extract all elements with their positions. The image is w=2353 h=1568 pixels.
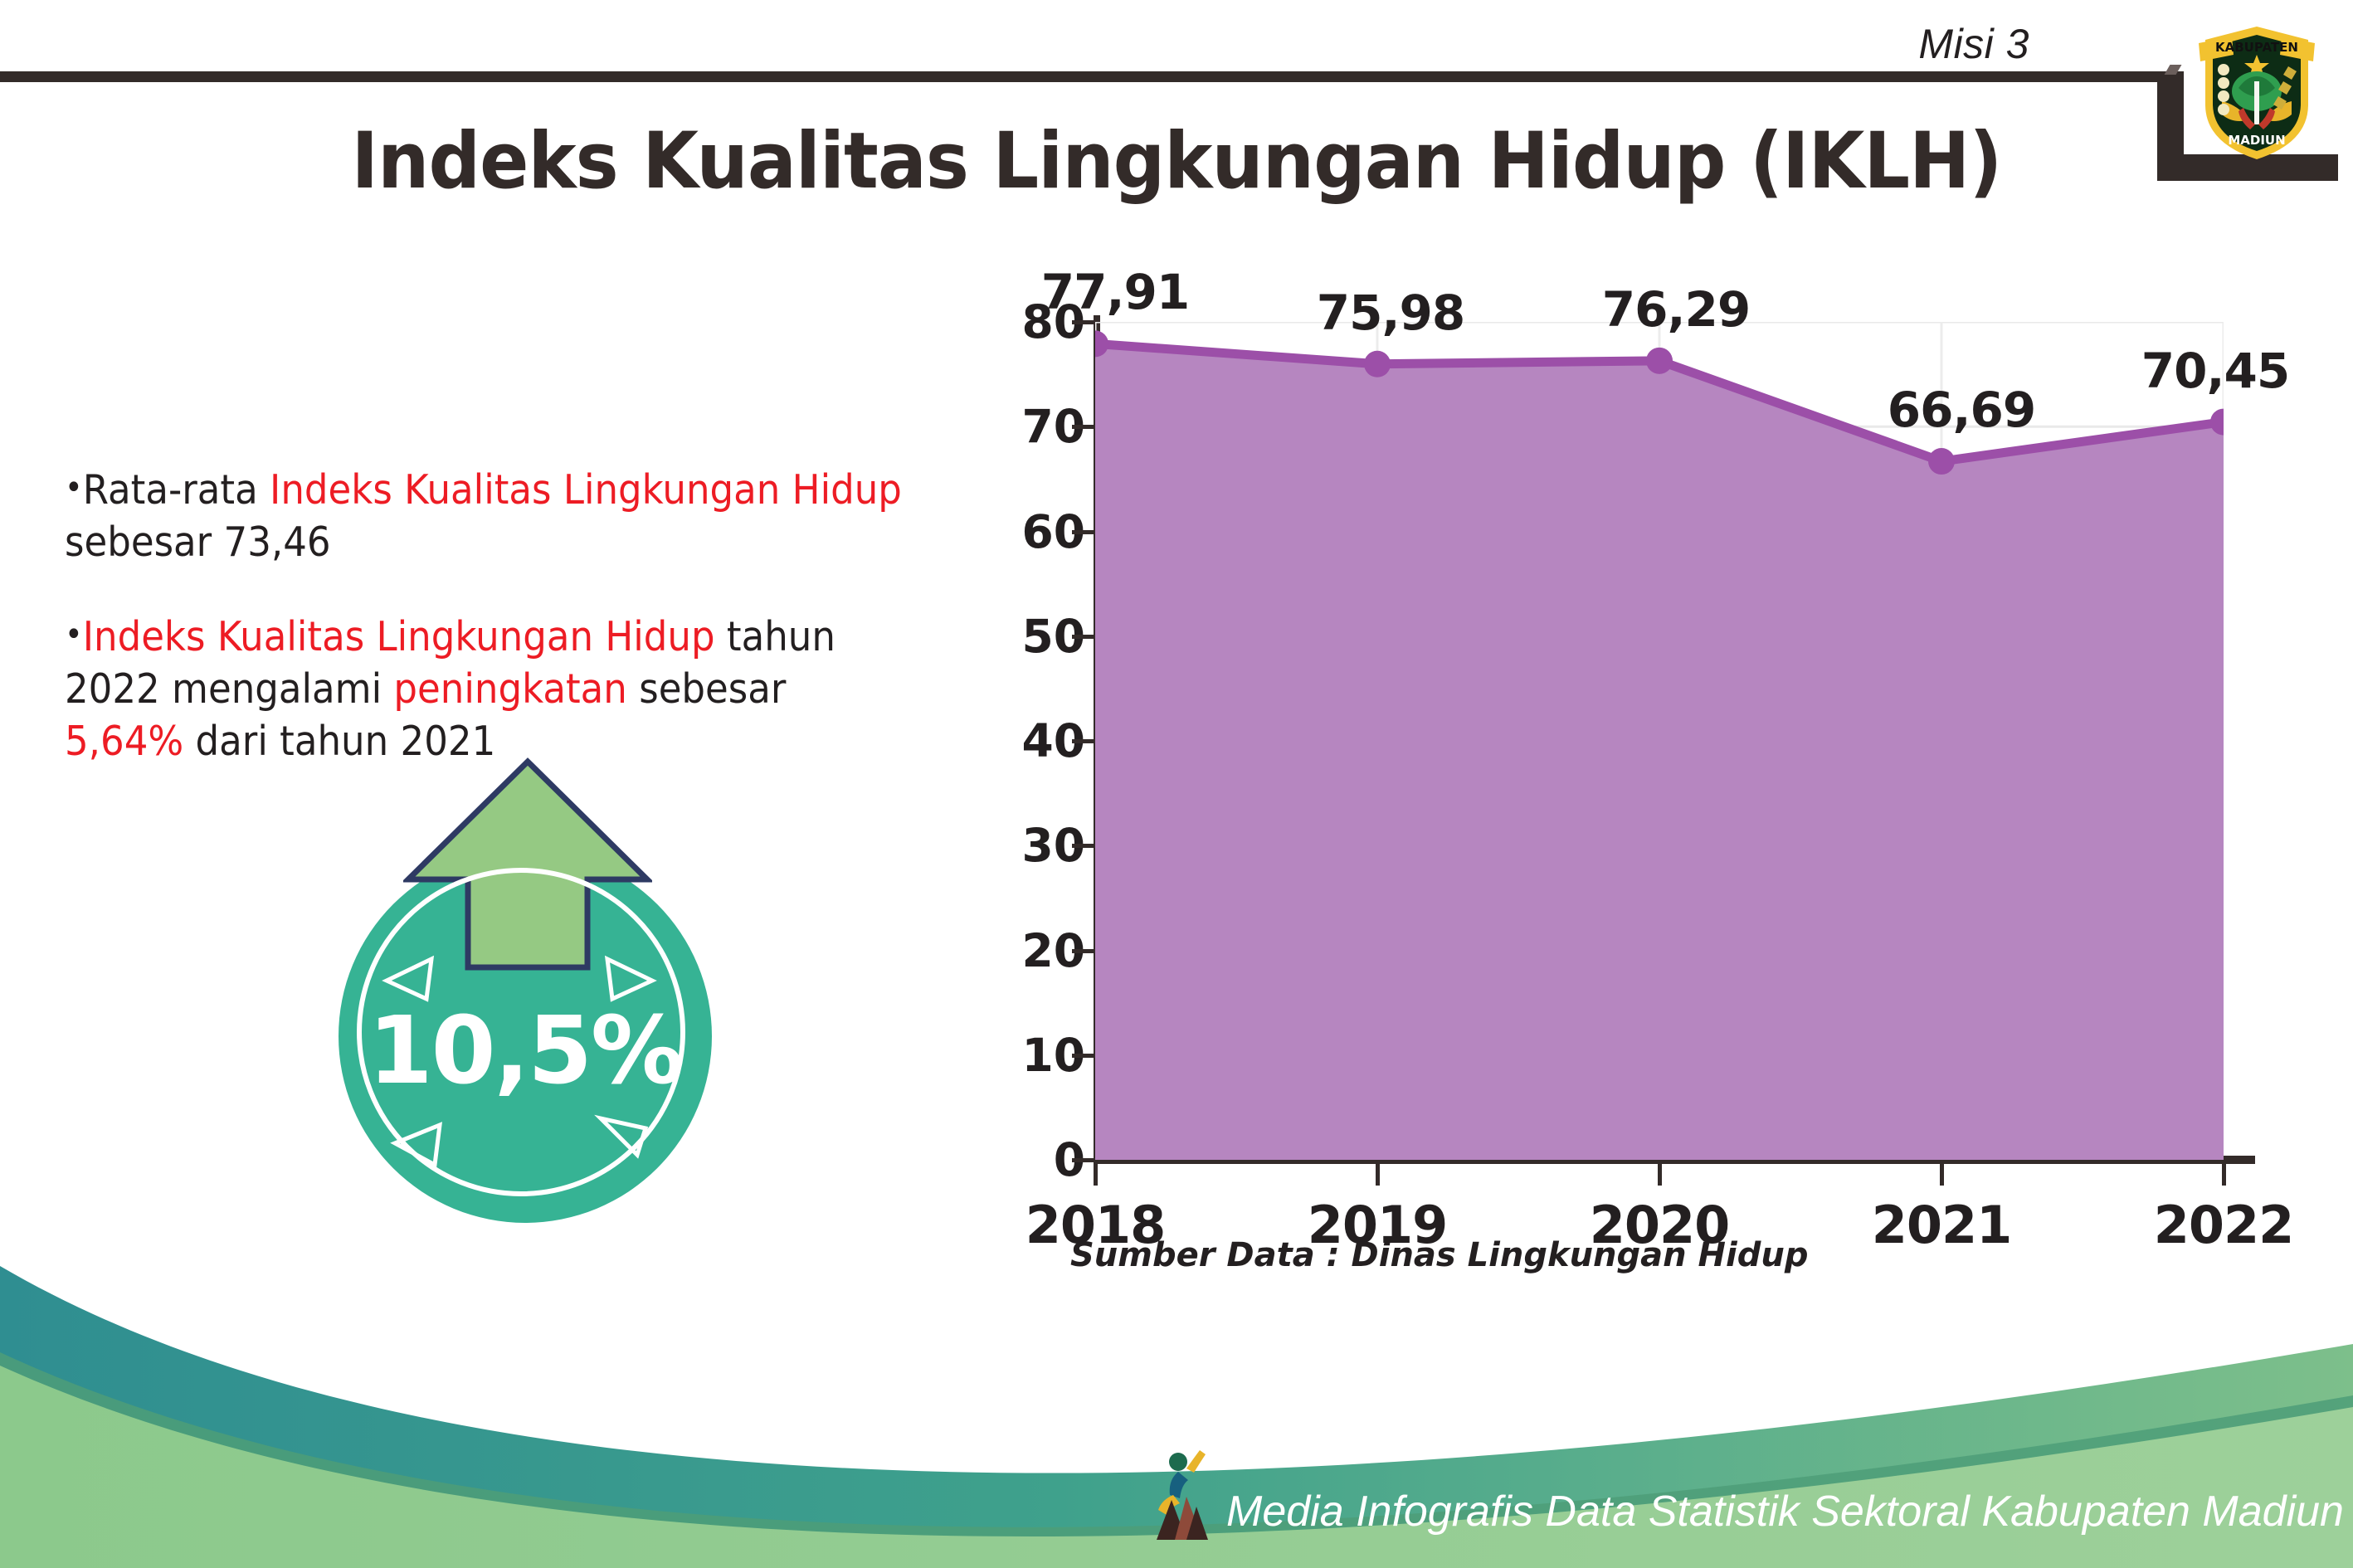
- x-axis-tick-label: 2020: [1589, 1195, 1731, 1255]
- data-point-marker: [1646, 347, 1673, 374]
- x-axis-tick-label: 2018: [1025, 1195, 1167, 1255]
- badge-ring: [357, 868, 685, 1196]
- y-axis-tick-mark: [1072, 320, 1094, 324]
- badge-tick-top-right-icon: [604, 955, 657, 1002]
- badge-tick-bottom-right-icon: [594, 1114, 649, 1159]
- y-axis-tick-mark: [1072, 529, 1094, 534]
- svg-text:MADIUN: MADIUN: [2228, 133, 2285, 148]
- footer-wave: [0, 1266, 2353, 1568]
- x-axis-tick-mark: [1658, 1164, 1662, 1186]
- y-axis-tick-label: 30: [1021, 819, 1085, 873]
- bullet-item: •Rata-rata Indeks Kualitas Lingkungan Hi…: [65, 465, 904, 568]
- data-point-label: 77,91: [1040, 264, 1190, 321]
- y-axis-tick-mark: [1072, 948, 1094, 953]
- y-axis-tick-label: 60: [1021, 504, 1085, 558]
- badge-tick-bottom-left-icon: [390, 1122, 443, 1168]
- y-axis-tick-label: 50: [1021, 609, 1085, 663]
- y-axis-tick-label: 10: [1021, 1028, 1085, 1082]
- x-axis-line: [1094, 1156, 2255, 1164]
- y-axis-tick-mark: [1072, 1158, 1094, 1162]
- svg-text:KABUPATEN: KABUPATEN: [2215, 40, 2298, 55]
- data-point-label: 70,45: [2141, 342, 2290, 399]
- data-point-label: 66,69: [1887, 382, 2036, 439]
- plot-canvas: [1095, 322, 2224, 1160]
- bullet-text-fragment: dari tahun 2021: [183, 717, 496, 765]
- source-note: Sumber Data : Dinas Lingkungan Hidup: [1070, 1236, 1809, 1274]
- y-axis-tick-label: 0: [1053, 1133, 1085, 1186]
- y-axis-tick-mark: [1072, 739, 1094, 743]
- y-axis-tick-mark: [1072, 1053, 1094, 1058]
- footer-text: Media Infografis Data Statistik Sektoral…: [1226, 1488, 2353, 1536]
- page-title: Indeks Kualitas Lingkungan Hidup (IKLH): [351, 116, 2003, 207]
- bullet-text-fragment: Rata-rata: [82, 466, 270, 514]
- bullet-text-fragment: tahun 2022 mengalami: [65, 613, 835, 713]
- y-axis-tick-mark: [1072, 844, 1094, 849]
- x-axis-tick-mark: [1940, 1164, 1944, 1186]
- series-area: [1095, 343, 2224, 1160]
- iklh-area-chart: 0 10 20 30 40 50 60 70 80 2018 2019 2020 2021 2022 7…: [979, 264, 2294, 1255]
- x-axis-tick-mark: [2222, 1164, 2226, 1186]
- x-axis-tick-mark: [1376, 1164, 1380, 1186]
- bullet-text-fragment: 5,64%: [65, 717, 184, 765]
- bullet-text-fragment: peningkatan: [393, 665, 627, 713]
- bullet-text-fragment: sebesar: [626, 665, 787, 713]
- y-axis-tick-mark: [1072, 425, 1094, 430]
- narrative-bullets: •Rata-rata Indeks Kualitas Lingkungan Hi…: [65, 465, 977, 811]
- y-axis-tick-mark: [1072, 634, 1094, 639]
- y-axis-tick-label: 70: [1021, 400, 1085, 454]
- bullet-text-fragment: Indeks Kualitas Lingkungan Hidup: [82, 613, 715, 661]
- y-axis-tick-label: 20: [1021, 923, 1085, 977]
- x-axis-tick-label: 2022: [2153, 1195, 2295, 1255]
- bullet-marker: •: [65, 469, 83, 507]
- data-point-marker: [1364, 350, 1391, 377]
- data-point-label: 76,29: [1601, 280, 1751, 338]
- misi-label: Misi 3: [1918, 21, 2029, 67]
- data-point-marker: [2210, 408, 2224, 436]
- y-axis-tick-label: 40: [1021, 714, 1085, 767]
- statistics-figure-icon: [1157, 1450, 1208, 1540]
- data-point-marker: [1928, 448, 1955, 475]
- badge-tick-top-left-icon: [382, 955, 435, 1002]
- x-axis-tick-label: 2019: [1307, 1195, 1449, 1255]
- data-point-label: 75,98: [1316, 284, 1465, 341]
- bullet-item: •Indeks Kualitas Lingkungan Hidup tahun …: [65, 611, 904, 767]
- header-rule: [0, 71, 2167, 82]
- bullet-text-fragment: sebesar 73,46: [65, 518, 331, 566]
- x-axis-tick-label: 2021: [1871, 1195, 2013, 1255]
- badge-value: 10,5%: [368, 997, 684, 1105]
- footer-banner: [0, 1220, 2353, 1568]
- bullet-text-fragment: Indeks Kualitas Lingkungan Hidup: [270, 466, 902, 514]
- x-axis-tick-mark: [1094, 1164, 1098, 1186]
- kabupaten-madiun-crest-icon: KABUPATEN MADIUN: [2199, 27, 2315, 159]
- bullet-marker: •: [65, 616, 83, 655]
- logo-frame-horizontal: [2157, 154, 2338, 181]
- data-point-marker: [1095, 330, 1108, 358]
- increase-badge: 10,5%: [330, 757, 745, 1223]
